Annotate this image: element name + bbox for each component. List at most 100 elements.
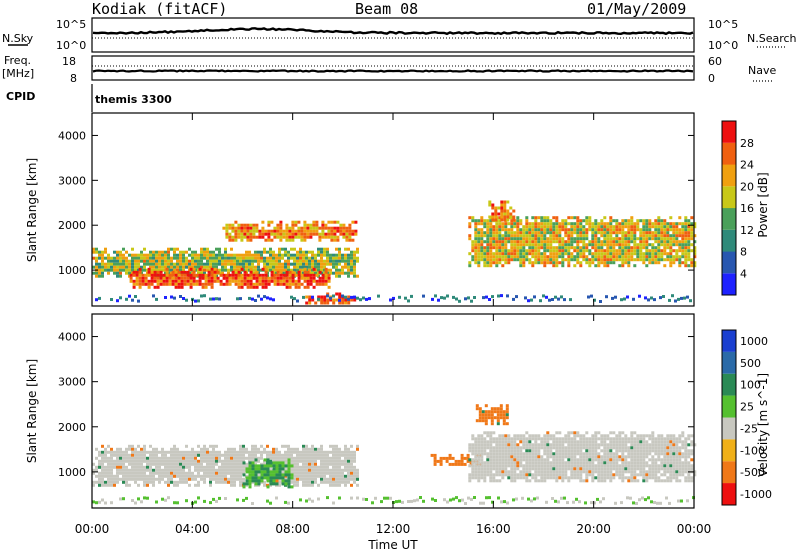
velocity-cell	[122, 453, 125, 457]
velocity-cell	[471, 473, 475, 477]
velocity-cell	[672, 464, 676, 468]
velocity-cell	[483, 449, 487, 453]
power-cell	[338, 274, 341, 278]
power-cell	[101, 265, 104, 269]
velocity-cell	[341, 450, 344, 454]
power-cell	[213, 276, 217, 280]
velocity-cell	[257, 476, 261, 480]
velocity-cell	[519, 470, 523, 474]
velocity-cell	[212, 468, 215, 472]
power-cell	[657, 240, 661, 244]
power-cell	[297, 270, 301, 274]
power-cell	[474, 255, 478, 259]
velocity-cell	[591, 470, 595, 474]
power-cell	[555, 225, 559, 229]
power-cell	[498, 237, 502, 241]
power-cell	[561, 219, 565, 223]
velocity-cell	[657, 467, 661, 471]
power-cell	[200, 247, 203, 251]
velocity-cell	[477, 449, 481, 453]
power-cell	[516, 252, 520, 256]
power-cell	[606, 240, 610, 244]
velocity-cell	[504, 449, 508, 453]
velocity-cell	[203, 465, 206, 469]
velocity-cell	[185, 450, 188, 454]
velocity-cell	[158, 459, 161, 463]
power-cell	[276, 235, 280, 239]
power-cell	[543, 216, 547, 220]
power-cell	[228, 226, 232, 230]
velocity-cell	[657, 458, 661, 462]
power-cell	[95, 259, 98, 263]
velocity-cell	[534, 467, 538, 471]
velocity-cell	[293, 483, 296, 487]
power-cell	[594, 255, 598, 259]
power-cell	[672, 249, 676, 253]
velocity-cell	[540, 476, 544, 480]
velocity-cell	[496, 419, 500, 423]
velocity-cell	[513, 440, 517, 444]
power-cell	[276, 279, 280, 283]
power-cell	[186, 270, 190, 274]
velocity-cell	[212, 444, 215, 448]
power-cell	[618, 264, 622, 268]
velocity-cell	[648, 434, 652, 438]
power-cell	[308, 256, 311, 260]
power-colorbar-frame	[721, 120, 737, 296]
power-speckle-cell	[524, 296, 527, 300]
power-cell	[152, 256, 155, 260]
power-cell	[150, 276, 154, 280]
power-cell	[249, 279, 253, 283]
velocity-cell	[314, 468, 317, 472]
power-cell	[308, 301, 312, 305]
power-cell	[594, 246, 598, 250]
power-cell	[534, 249, 538, 253]
velocity-cell	[597, 461, 601, 465]
velocity-cell	[501, 443, 505, 447]
power-cell	[687, 219, 691, 223]
velocity-cell	[564, 467, 568, 471]
power-cell	[284, 265, 287, 269]
power-speckle-cell	[98, 296, 101, 300]
power-cell	[471, 243, 475, 247]
power-cell	[519, 249, 523, 253]
velocity-speckle-cell	[308, 497, 311, 501]
power-cell	[287, 250, 290, 254]
velocity-cell	[558, 452, 562, 456]
power-cell	[639, 219, 643, 223]
velocity-cell	[227, 447, 230, 451]
velocity-cell	[146, 483, 149, 487]
power-cell	[648, 261, 652, 265]
power-cell	[255, 282, 259, 286]
power-cell	[612, 240, 616, 244]
power-cell	[630, 252, 634, 256]
power-cell	[555, 234, 559, 238]
velocity-cell	[107, 462, 110, 466]
power-cell	[155, 253, 158, 257]
velocity-cell	[678, 437, 682, 441]
velocity-cell	[311, 465, 314, 469]
velocity-cell	[320, 462, 323, 466]
velocity-speckle-cell	[164, 498, 167, 502]
power-cell	[651, 252, 655, 256]
power-cell	[501, 228, 505, 232]
velocity-cell	[612, 476, 616, 480]
nsearch-label: N.Search	[747, 32, 797, 45]
velocity-cell	[576, 464, 580, 468]
velocity-cell	[490, 410, 494, 414]
velocity-cell	[176, 471, 179, 475]
velocity-cell	[203, 468, 206, 472]
velocity-cell	[621, 455, 625, 459]
power-cell	[492, 258, 496, 262]
power-cell	[681, 228, 685, 232]
velocity-cell	[350, 444, 353, 448]
velocity-cell	[170, 468, 173, 472]
power-cell	[131, 268, 134, 272]
velocity-cell	[305, 453, 308, 457]
velocity-cell	[356, 471, 359, 475]
velocity-cell	[651, 476, 655, 480]
velocity-cell	[585, 440, 589, 444]
velocity-cell	[513, 449, 517, 453]
velocity-cell	[329, 462, 332, 466]
